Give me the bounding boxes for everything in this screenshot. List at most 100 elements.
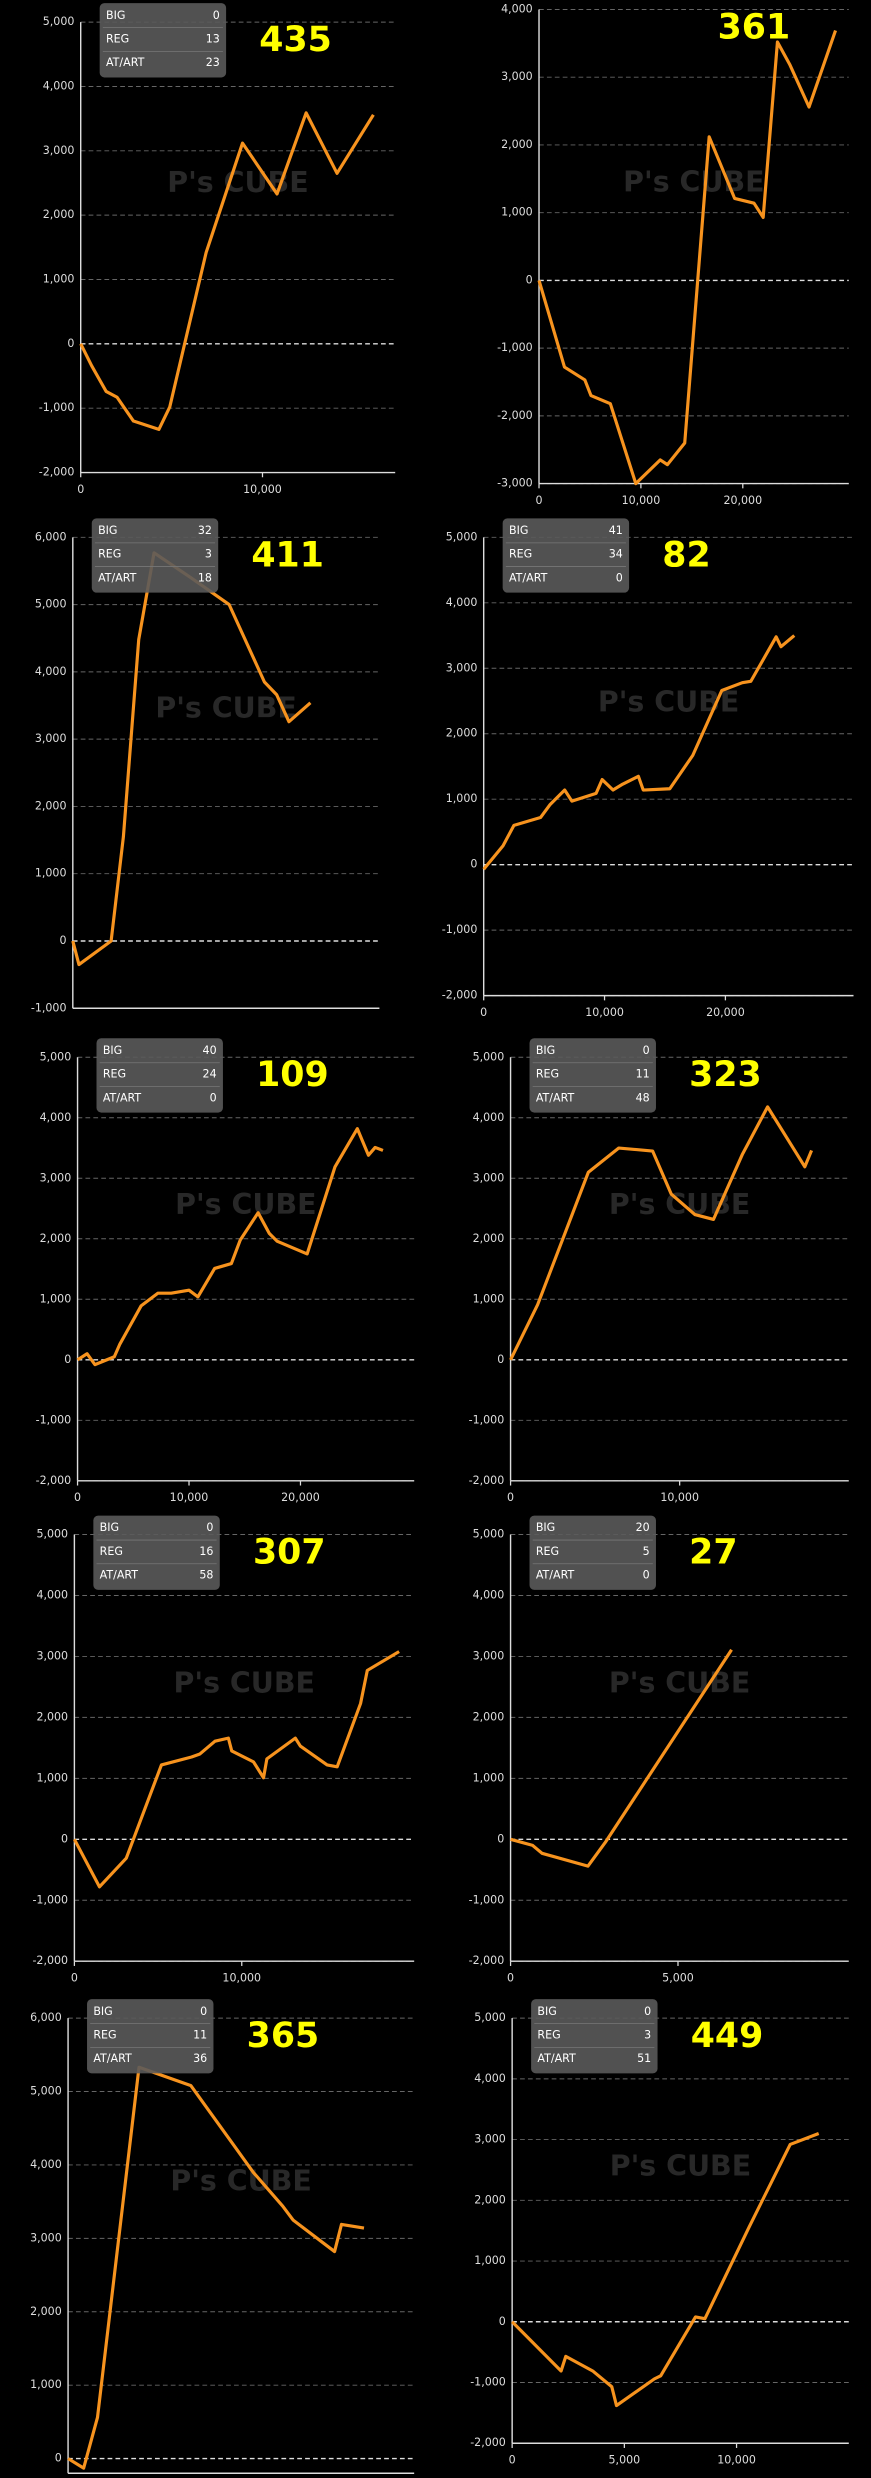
x-tick-label: 0 — [74, 1491, 81, 1504]
data-line — [509, 1105, 814, 1361]
y-tick-label: 3,000 — [473, 1649, 505, 1662]
stats-box — [87, 1999, 214, 2074]
y-tick-label: 0 — [67, 337, 74, 350]
y-tick-label: 4,000 — [43, 79, 75, 92]
y-tick-label: 4,000 — [40, 1111, 72, 1124]
stats-label: REG — [93, 2029, 116, 2042]
watermark: P's CUBE — [623, 165, 764, 198]
y-tick-label: 6,000 — [35, 530, 67, 543]
y-tick-label: 5,000 — [473, 1050, 505, 1063]
chart-panel: P's CUBE-2,000-1,00001,0002,0003,0004,00… — [442, 518, 854, 1019]
stats-box — [96, 1038, 223, 1113]
badge-number: 323 — [689, 1055, 762, 1095]
badge-number: 307 — [253, 1532, 326, 1572]
y-tick-label: 4,000 — [30, 2158, 62, 2171]
stats-value: 48 — [636, 1091, 650, 1104]
data-line — [72, 1650, 400, 1889]
y-tick-label: 4,000 — [501, 2, 533, 15]
y-tick-label: 1,000 — [35, 867, 67, 880]
badge-number: 109 — [256, 1055, 329, 1095]
y-tick-label: 1,000 — [501, 206, 533, 219]
stats-label: REG — [98, 548, 121, 561]
y-tick-label: 5,000 — [40, 1050, 72, 1063]
badge-number: 449 — [691, 2016, 764, 2056]
y-tick-label: 5,000 — [43, 15, 75, 28]
stats-value: 32 — [198, 524, 212, 537]
y-tick-label: -2,000 — [469, 1474, 505, 1487]
chart-panel: P's CUBE-2,000-1,00001,0002,0003,0004,00… — [39, 3, 396, 496]
y-tick-label: 2,000 — [35, 799, 67, 812]
badge-number: 365 — [247, 2016, 320, 2056]
y-tick-label: 1,000 — [474, 2254, 506, 2267]
stats-label: BIG — [537, 2005, 556, 2018]
stats-label: REG — [537, 2029, 560, 2042]
y-tick-label: 5,000 — [30, 2085, 62, 2098]
y-tick-label: 0 — [61, 1832, 68, 1845]
stats-label: REG — [106, 33, 129, 46]
stats-label: REG — [103, 1068, 126, 1081]
stats-value: 16 — [199, 1545, 213, 1558]
y-tick-label: 1,000 — [43, 272, 75, 285]
x-tick-label: 20,000 — [281, 1491, 320, 1504]
badge-number: 435 — [259, 20, 332, 60]
watermark: P's CUBE — [174, 1667, 315, 1700]
y-tick-label: -3,000 — [497, 477, 533, 490]
y-tick-label: 5,000 — [446, 530, 478, 543]
y-tick-label: 4,000 — [446, 596, 478, 609]
data-line — [537, 29, 838, 486]
stats-label: AT/ART — [103, 1091, 142, 1104]
stats-value: 58 — [199, 1569, 213, 1582]
x-tick-label: 0 — [71, 1972, 78, 1985]
x-tick-label: 0 — [507, 1972, 514, 1985]
chart-panel: P's CUBE 0 1,000 2,000 3,000 4,000 5,000 6,000 B… — [30, 1999, 415, 2474]
chart-panel: P's CUBE-2,000-1,00001,0002,0003,0004,00… — [469, 1038, 849, 1504]
stats-box — [91, 518, 219, 593]
stats-box — [531, 1999, 658, 2074]
stats-label: BIG — [106, 9, 125, 22]
stats-label: BIG — [98, 524, 117, 537]
y-tick-label: 2,000 — [36, 1710, 68, 1723]
stats-value: 0 — [200, 2005, 207, 2018]
x-tick-label: 10,000 — [243, 483, 282, 496]
stats-label: REG — [100, 1545, 123, 1558]
data-line — [76, 1127, 384, 1367]
watermark: P's CUBE — [609, 1188, 750, 1221]
stats-value: 3 — [205, 548, 212, 561]
y-tick-label: 5,000 — [473, 1528, 505, 1541]
stats-label: BIG — [93, 2005, 112, 2018]
x-tick-label: 5,000 — [609, 2454, 641, 2467]
y-tick-label: 2,000 — [30, 2305, 62, 2318]
y-tick-label: -1,000 — [36, 1413, 72, 1426]
y-tick-label: -1,000 — [469, 1893, 505, 1906]
stats-value: 13 — [206, 33, 220, 46]
x-tick-label: 20,000 — [706, 1006, 745, 1019]
stats-value: 20 — [636, 1521, 650, 1534]
stats-value: 0 — [643, 1044, 650, 1057]
y-tick-label: 1,000 — [473, 1292, 505, 1305]
stats-value: 23 — [206, 56, 220, 69]
chart-panel: P's CUBE -3,000 -2,000 -1,000 0 1,000 2,000 3,0… — [497, 2, 849, 507]
stats-box — [529, 1515, 656, 1590]
watermark: P's CUBE — [175, 1188, 316, 1221]
chart-panel: P's CUBE-2,000-1,00001,0002,0003,0004,00… — [470, 1999, 849, 2467]
y-tick-label: -2,000 — [36, 1474, 72, 1487]
y-tick-label: 0 — [64, 1353, 71, 1366]
stats-value: 0 — [213, 9, 220, 22]
stats-value: 24 — [203, 1068, 217, 1081]
y-tick-label: 3,000 — [36, 1649, 68, 1662]
stats-value: 18 — [198, 571, 212, 584]
stats-value: 0 — [643, 1569, 650, 1582]
stats-label: BIG — [536, 1044, 555, 1057]
stats-value: 0 — [210, 1091, 217, 1104]
stats-value: 34 — [609, 548, 623, 561]
stats-value: 36 — [193, 2052, 207, 2065]
y-tick-label: -1,000 — [469, 1413, 505, 1426]
y-tick-label: 1,000 — [40, 1292, 72, 1305]
x-tick-label: 0 — [77, 483, 84, 496]
y-tick-label: -1,000 — [39, 401, 75, 414]
stats-value: 51 — [637, 2052, 651, 2065]
y-tick-label: -2,000 — [442, 989, 478, 1002]
x-tick-label: 0 — [535, 494, 542, 507]
